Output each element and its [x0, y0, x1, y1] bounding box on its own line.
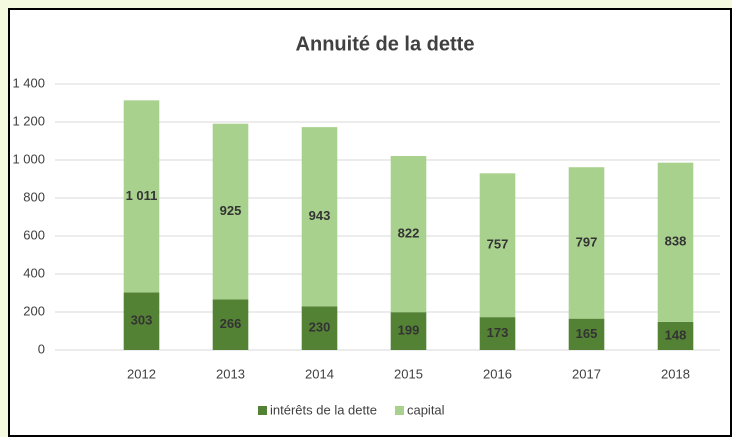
bar-segment: [301, 127, 338, 307]
data-label: 266: [220, 316, 242, 331]
bar-segment: [390, 156, 427, 313]
y-tick-label: 1 200: [12, 113, 45, 128]
legend-swatch: [394, 406, 404, 415]
bar-segment: [123, 100, 160, 293]
bar-segment: [390, 312, 427, 350]
x-tick-label: 2014: [305, 366, 334, 381]
legend-swatch: [258, 406, 267, 415]
data-label: 199: [398, 323, 420, 338]
bar-segment: [479, 317, 516, 350]
data-label: 797: [576, 234, 598, 249]
y-tick-label: 1 400: [12, 75, 45, 90]
data-label: 173: [487, 325, 509, 340]
data-label: 1 011: [126, 188, 158, 203]
x-tick-label: 2018: [661, 366, 690, 381]
data-label: 943: [309, 208, 331, 223]
x-tick-label: 2016: [483, 366, 512, 381]
bar-segment: [212, 299, 249, 350]
bar-segment: [657, 321, 694, 350]
y-tick-label: 800: [23, 189, 45, 204]
data-label: 148: [665, 327, 687, 342]
bar-segment: [212, 123, 249, 300]
x-tick-label: 2015: [394, 366, 423, 381]
data-label: 757: [487, 237, 509, 252]
y-tick-label: 400: [23, 265, 45, 280]
x-tick-label: 2017: [572, 366, 601, 381]
legend-label: intérêts de la dette: [270, 402, 377, 417]
bar-segment: [479, 173, 516, 318]
y-tick-label: 200: [23, 303, 45, 318]
y-tick-label: 0: [38, 341, 45, 356]
chart-frame: [8, 8, 732, 437]
chart-title: Annuité de la dette: [296, 33, 475, 55]
bar-segment: [301, 306, 338, 350]
y-tick-label: 1 000: [12, 151, 45, 166]
legend-label: capital: [407, 402, 445, 417]
data-label: 230: [309, 320, 331, 335]
x-tick-label: 2013: [216, 366, 245, 381]
bar-segment: [568, 167, 605, 319]
data-label: 303: [131, 313, 153, 328]
bar-segment: [568, 318, 605, 350]
data-label: 838: [665, 234, 687, 249]
bar-segment: [657, 162, 694, 322]
y-tick-label: 600: [23, 227, 45, 242]
data-label: 822: [398, 226, 420, 241]
data-label: 925: [220, 203, 242, 218]
data-label: 165: [576, 326, 598, 341]
x-tick-label: 2012: [127, 366, 156, 381]
bar-segment: [123, 292, 160, 350]
